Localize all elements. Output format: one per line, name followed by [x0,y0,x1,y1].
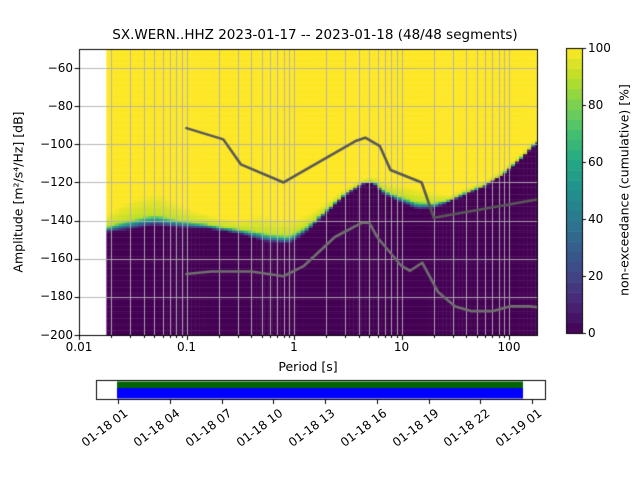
x-axis-label: Period [s] [278,359,338,374]
y-tick-label: −180 [40,289,73,304]
colorbar-tick-label: 20 [588,268,604,283]
colorbar-label: non-exceedance (cumulative) [%] [616,84,632,296]
colorbar-tick-label: 60 [588,154,604,169]
x-tick-label: 0.01 [65,340,93,354]
y-axis-label: Amplitude [m²/s⁴/Hz] [dB] [10,111,26,273]
x-tick-label: 10 [393,340,410,354]
x-tick-label: 0.1 [176,340,197,354]
colorbar-tick-label: 40 [588,211,604,226]
y-tick-label: −60 [47,60,73,75]
x-tick-label: 100 [497,340,521,354]
y-tick-label: −100 [40,136,73,151]
y-tick-label: −200 [40,327,73,342]
x-tick-label: 1 [290,340,298,354]
y-tick-label: −160 [40,251,73,266]
chart-title: SX.WERN..HHZ 2023-01-17 -- 2023-01-18 (4… [112,27,518,43]
y-tick-label: −140 [40,213,73,228]
y-tick-label: −80 [47,98,73,113]
colorbar-tick-label: 100 [588,40,611,55]
colorbar-tick-label: 80 [588,97,604,112]
y-tick-label: −120 [40,174,73,189]
colorbar-tick-label: 0 [588,325,596,340]
